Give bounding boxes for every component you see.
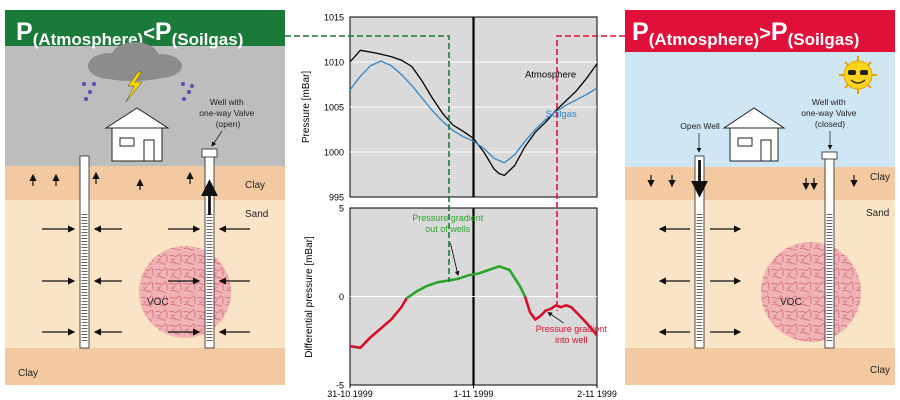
right-clay-top-label: Clay — [870, 172, 890, 183]
left-valve-label: Well with one-way Valve (open) — [199, 97, 257, 129]
bottom-chart-x-ticks: 31-10 1999 1-11 1999 2-11 1999 — [327, 385, 617, 399]
left-title-op: < — [143, 23, 155, 45]
top-y-tick-label: 1000 — [324, 148, 344, 158]
bottom-chart-y-ticks: -5 0 5 — [336, 204, 344, 391]
x-tick-label: 1-11 1999 — [454, 389, 494, 399]
top-annotation-soilgas: Soilgas — [546, 109, 577, 120]
left-clay-bottom — [5, 348, 285, 385]
right-clay-bottom — [625, 348, 895, 385]
top-atmosphere-line — [349, 49, 598, 177]
top-chart-ylabel: Pressure [mBar] — [301, 71, 312, 143]
bottom-y-tick-label: 5 — [339, 204, 344, 214]
right-valve-label: Well with one-way Valve (closed) — [801, 97, 859, 129]
bottom-segment-1-line — [349, 297, 408, 350]
left-open-well — [79, 155, 90, 349]
left-title-p: P — [16, 18, 33, 46]
left-title-bar — [5, 10, 285, 46]
top-chart-y-ticks: 995 1000 1005 1010 1015 — [324, 13, 344, 203]
bottom-annotation-line: into well — [555, 335, 588, 345]
bottom-segment-2-line — [405, 265, 527, 300]
inflow-arrows — [42, 225, 250, 336]
top-y-tick-label: 1005 — [324, 103, 344, 113]
left-panel: P(Atmosphere)<P(Soilgas) — [5, 10, 285, 385]
right-title-b: (Soilgas) — [788, 30, 860, 49]
left-voc-plume — [139, 246, 231, 338]
house-icon — [722, 107, 786, 162]
bottom-annotation-line: out of wells — [425, 224, 471, 234]
right-voc-label: VOC — [780, 297, 802, 308]
right-sand-label: Sand — [866, 208, 889, 219]
rain-icon — [82, 82, 194, 101]
left-sand-label: Sand — [245, 209, 268, 220]
left-title-b: (Soilgas) — [172, 30, 244, 49]
closed-valve-icon — [821, 151, 838, 160]
top-soilgas-line — [349, 60, 598, 164]
left-title-p2: P — [155, 18, 172, 46]
chart-area: 995 1000 1005 1010 1015 -5 0 5 31-10 1999 1-11 … — [301, 13, 617, 400]
right-title: P(Atmosphere)>P(Soilgas) — [632, 18, 859, 49]
right-title-p2: P — [771, 18, 788, 46]
top-y-tick-label: 1015 — [324, 13, 344, 23]
bottom-y-tick-label: -5 — [336, 381, 344, 391]
x-tick-label: 2-11 1999 — [577, 389, 617, 399]
red-connector-line — [556, 35, 625, 311]
green-connector-line — [285, 35, 450, 282]
right-title-p: P — [632, 18, 649, 46]
storm-cloud-icon — [88, 42, 182, 81]
right-title-a: (Atmosphere) — [649, 30, 760, 49]
downward-flow-arrows — [647, 175, 858, 191]
right-open-well — [694, 155, 705, 349]
left-clay-top-label: Clay — [245, 180, 265, 191]
sun-icon — [839, 56, 877, 94]
bottom-chart-series — [349, 265, 598, 350]
bottom-annotation-line: Pressure gradient — [412, 213, 484, 223]
top-annotation-atmosphere: Atmosphere — [525, 69, 576, 80]
bottom-chart-grid — [350, 208, 597, 385]
lightning-icon — [125, 71, 143, 103]
left-clay-top — [5, 166, 285, 200]
top-chart-series — [349, 49, 598, 177]
bottom-annotation-line: Pressure gradient — [536, 324, 608, 334]
top-chart-grid — [350, 17, 597, 197]
right-title-bar — [625, 10, 895, 52]
right-clay-bottom-label: Clay — [870, 365, 890, 376]
left-clay-bottom-label: Clay — [18, 368, 38, 379]
x-tick-label: 31-10 1999 — [327, 389, 373, 399]
right-open-well-label: Open Well — [680, 121, 720, 131]
right-valve-well — [821, 151, 838, 349]
right-title-op: > — [759, 23, 771, 45]
upward-flow-arrows — [29, 171, 194, 190]
right-voc-plume — [761, 242, 861, 342]
left-voc-label: VOC — [147, 297, 169, 308]
annotation-pointer-in — [547, 311, 564, 324]
top-y-tick-label: 1010 — [324, 58, 344, 68]
right-panel: P(Atmosphere)>P(Soilgas) — [625, 10, 895, 385]
left-title-a: (Atmosphere) — [33, 30, 144, 49]
left-valve-well — [201, 148, 218, 349]
left-title: P(Atmosphere)<P(Soilgas) — [16, 18, 243, 49]
house-icon — [104, 107, 170, 162]
bottom-y-tick-label: 0 — [339, 292, 344, 302]
left-valve-pointer — [211, 130, 223, 147]
bottom-segment-3-line — [523, 296, 598, 337]
outflow-arrows — [658, 225, 742, 336]
open-valve-icon — [201, 148, 218, 158]
top-y-tick-label: 995 — [329, 193, 344, 203]
annotation-pointer-out — [449, 242, 460, 277]
bottom-chart-ylabel: Differential pressure [mBar] — [304, 236, 315, 358]
